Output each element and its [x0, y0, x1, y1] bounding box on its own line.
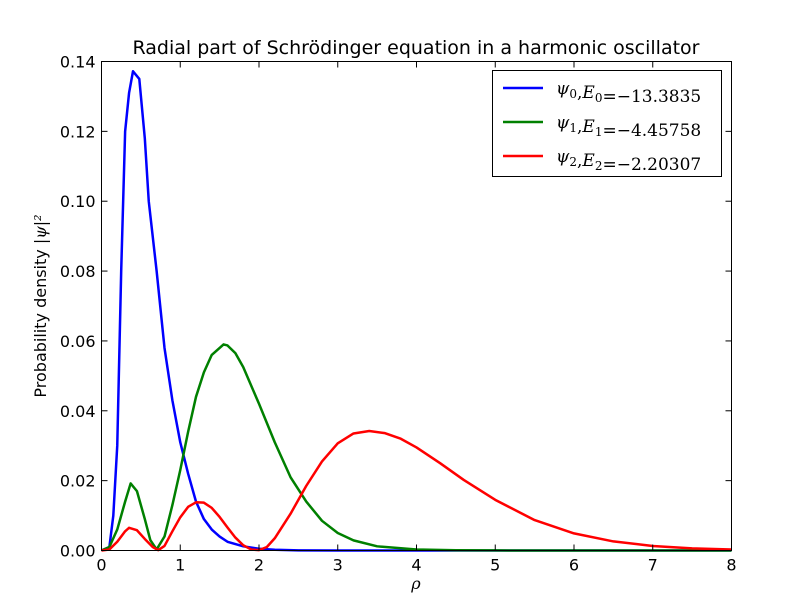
legend-label-0-part-4: 0 [595, 91, 603, 105]
series-line-1 [100, 343, 732, 552]
legend-label-1-part-2: , [577, 117, 582, 137]
legend-label-2-part-3: E [581, 151, 595, 171]
legend-entries: ψ0,E0=−13.3835ψ1,E1=−4.45758ψ2,E2=−2.203… [503, 79, 701, 175]
legend-label-0-part-2: , [577, 83, 582, 103]
y-axis-label: Probability density |ψ|² [31, 214, 50, 397]
legend-label-2-part-0: ψ [556, 147, 570, 167]
x-tick-label-5: 5 [490, 556, 500, 575]
y-tick-label-1: 0.02 [60, 472, 96, 491]
x-tick-label-8: 8 [726, 556, 736, 575]
x-tick-label-0: 0 [96, 556, 106, 575]
legend-label-1-part-3: E [581, 117, 595, 137]
x-tick-label-6: 6 [569, 556, 579, 575]
series-line-2 [101, 429, 732, 552]
ticks-layer: 0 1 2 3 4 5 6 7 8 0.00 0.02 0.04 0.06 0.08 0.10 0.12 0.1… [60, 53, 737, 575]
y-tick-label-0: 0.00 [60, 542, 96, 561]
legend-label-1-part-5: =−4.45758 [602, 121, 701, 141]
legend-label-1: ψ1,E1=−4.45758 [556, 113, 701, 141]
legend-label-1-part-0: ψ [556, 113, 570, 133]
y-axis-label-text: Probability density [31, 244, 50, 397]
y-axis-label-math: |ψ|² [31, 214, 50, 244]
y-tick-label-4: 0.08 [60, 262, 96, 281]
legend-label-0-part-3: E [581, 83, 595, 103]
x-tick-label-1: 1 [175, 556, 185, 575]
chart-title: Radial part of Schrödinger equation in a… [133, 37, 700, 59]
svg-text:Probability density |ψ|²: Probability density |ψ|² [31, 214, 50, 397]
y-tick-label-2: 0.04 [60, 402, 96, 421]
plot-area: 0 1 2 3 4 5 6 7 8 0.00 0.02 0.04 0.06 0.08 0.10 0.12 0.1… [60, 53, 737, 575]
legend-label-0: ψ0,E0=−13.3835 [556, 79, 701, 107]
y-tick-label-3: 0.06 [60, 332, 96, 351]
legend-label-2: ψ2,E2=−2.20307 [556, 147, 701, 175]
x-tick-label-7: 7 [648, 556, 658, 575]
legend-label-0-part-1: 0 [569, 87, 577, 101]
x-tick-label-2: 2 [254, 556, 264, 575]
legend: ψ0,E0=−13.3835ψ1,E1=−4.45758ψ2,E2=−2.203… [492, 70, 722, 177]
legend-label-1-part-1: 1 [569, 121, 577, 135]
legend-label-0-part-5: =−13.3835 [602, 87, 701, 107]
legend-label-2-part-4: 2 [595, 159, 603, 173]
legend-label-2-part-1: 2 [569, 155, 577, 169]
y-tick-label-6: 0.12 [60, 122, 96, 141]
legend-label-0-part-0: ψ [556, 79, 570, 99]
legend-label-2-part-5: =−2.20307 [602, 155, 701, 175]
legend-label-2-part-2: , [577, 151, 582, 171]
x-axis-label: ρ [410, 574, 421, 593]
y-tick-label-5: 0.10 [60, 192, 96, 211]
x-tick-label-3: 3 [333, 556, 343, 575]
x-tick-label-4: 4 [411, 556, 421, 575]
y-tick-label-7: 0.14 [60, 53, 96, 72]
legend-label-1-part-4: 1 [595, 125, 603, 139]
